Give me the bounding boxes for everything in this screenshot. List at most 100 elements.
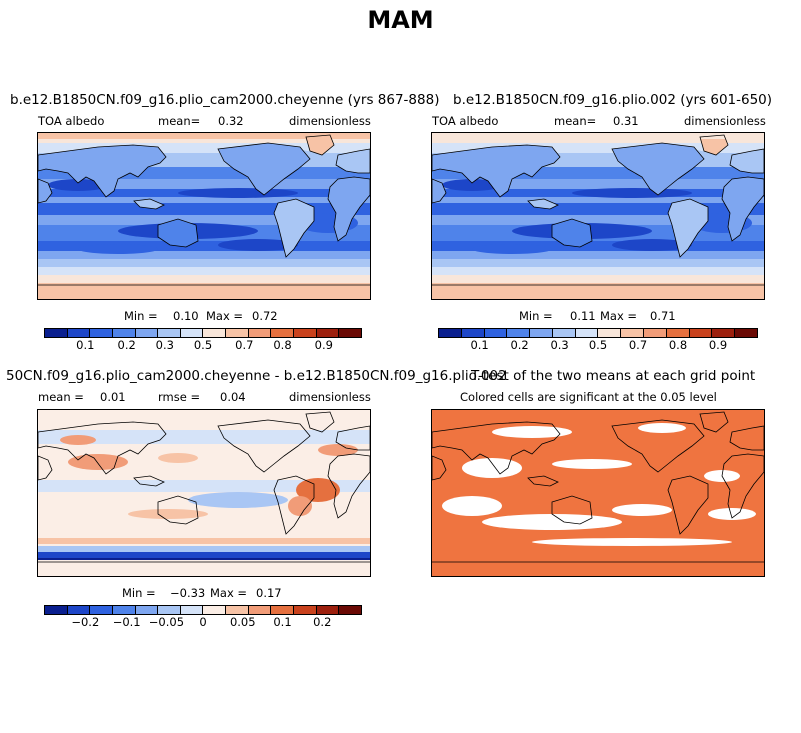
panel1-max-label: Max = xyxy=(206,309,244,323)
panel2-colorbar xyxy=(438,328,758,338)
panel2-min: 0.11 xyxy=(570,309,596,323)
panel3-tick: 0.2 xyxy=(313,615,332,629)
panel3-rmse-label: rmse = xyxy=(158,390,201,404)
colorbar-swatch xyxy=(689,329,713,337)
panel2-min-label: Min = xyxy=(519,309,553,323)
colorbar-swatch xyxy=(439,329,462,337)
panel3-tick: 0 xyxy=(199,615,207,629)
panel3-tick: −0.05 xyxy=(148,615,185,629)
panel2-tick: 0.3 xyxy=(550,338,569,352)
panel2-colorbar-ticks: 0.1 0.2 0.3 0.5 0.7 0.8 0.9 xyxy=(438,338,758,352)
panel1-colorbar-ticks: 0.1 0.2 0.3 0.5 0.7 0.8 0.9 xyxy=(44,338,362,352)
colorbar-swatch xyxy=(484,329,508,337)
colorbar-swatch xyxy=(621,329,645,337)
panel2-tick: 0.7 xyxy=(628,338,648,352)
panel2-max-label: Max = xyxy=(600,309,638,323)
panel3-colorbar xyxy=(44,605,362,615)
panel1-variable: TOA albedo xyxy=(38,114,105,128)
panel3-rmse: 0.04 xyxy=(220,390,246,404)
colorbar-swatch xyxy=(135,329,159,337)
panel3-units: dimensionless xyxy=(289,390,371,404)
panel2-variable: TOA albedo xyxy=(432,114,499,128)
colorbar-swatch xyxy=(575,329,599,337)
colorbar-swatch xyxy=(248,606,272,614)
colorbar-swatch xyxy=(294,329,317,337)
colorbar-swatch xyxy=(135,606,159,614)
colorbar-swatch xyxy=(67,606,91,614)
panel2-max: 0.71 xyxy=(650,309,676,323)
colorbar-swatch xyxy=(180,329,204,337)
panel1-map xyxy=(37,132,371,300)
panel1-tick: 0.1 xyxy=(76,338,95,352)
colorbar-swatch xyxy=(112,329,136,337)
panel1-tick: 0.7 xyxy=(235,338,254,352)
panel1-mean-label: mean= xyxy=(158,114,201,128)
panel1-max: 0.72 xyxy=(252,309,278,323)
panel3-max-label: Max = xyxy=(210,586,248,600)
colorbar-swatch xyxy=(271,329,295,337)
panel2-mean: 0.31 xyxy=(613,114,639,128)
panel1-min-label: Min = xyxy=(124,309,158,323)
panel1-colorbar xyxy=(44,328,362,338)
panel3-min-label: Min = xyxy=(122,586,156,600)
panel3-tick: −0.2 xyxy=(71,615,100,629)
colorbar-swatch xyxy=(339,606,361,614)
colorbar-swatch xyxy=(461,329,485,337)
panel3-map xyxy=(37,409,371,577)
colorbar-swatch xyxy=(248,329,272,337)
colorbar-swatch xyxy=(67,329,91,337)
panel3-tick: 0.1 xyxy=(273,615,292,629)
panel3-title: 50CN.f09_g16.plio_cam2000.cheyenne - b.e… xyxy=(6,368,507,384)
colorbar-swatch xyxy=(735,329,757,337)
panel4-subtitle: Colored cells are significant at the 0.0… xyxy=(460,390,717,404)
colorbar-swatch xyxy=(180,606,204,614)
panel2-tick: 0.8 xyxy=(668,338,688,352)
panel1-units: dimensionless xyxy=(289,114,371,128)
colorbar-swatch xyxy=(666,329,690,337)
colorbar-swatch xyxy=(45,329,68,337)
colorbar-swatch xyxy=(90,606,113,614)
panel3-mean-label: mean = xyxy=(38,390,84,404)
panel1-title: b.e12.B1850CN.f09_g16.plio_cam2000.cheye… xyxy=(10,92,440,108)
panel2-units: dimensionless xyxy=(684,114,766,128)
colorbar-swatch xyxy=(294,606,317,614)
panel1-tick: 0.9 xyxy=(314,338,333,352)
panel2-tick: 0.2 xyxy=(510,338,529,352)
colorbar-swatch xyxy=(90,329,113,337)
figure-title: MAM xyxy=(367,6,434,34)
colorbar-swatch xyxy=(203,606,227,614)
colorbar-swatch xyxy=(271,606,295,614)
panel3-min: −0.33 xyxy=(170,586,206,600)
colorbar-swatch xyxy=(598,329,622,337)
colorbar-swatch xyxy=(339,329,361,337)
panel2-title: b.e12.B1850CN.f09_g16.plio.002 (yrs 601-… xyxy=(453,92,773,108)
panel1-tick: 0.2 xyxy=(117,338,136,352)
colorbar-swatch xyxy=(552,329,576,337)
panel2-tick: 0.1 xyxy=(470,338,489,352)
colorbar-swatch xyxy=(158,606,181,614)
panel2-tick: 0.9 xyxy=(708,338,728,352)
panel1-tick: 0.5 xyxy=(193,338,213,352)
panel1-tick: 0.8 xyxy=(273,338,292,352)
colorbar-swatch xyxy=(226,329,249,337)
panel1-mean: 0.32 xyxy=(218,114,244,128)
colorbar-swatch xyxy=(226,606,249,614)
colorbar-swatch xyxy=(316,606,340,614)
colorbar-swatch xyxy=(45,606,68,614)
panel1-tick: 0.3 xyxy=(155,338,174,352)
panel3-max: 0.17 xyxy=(256,586,282,600)
panel4-title: T-test of the two means at each grid poi… xyxy=(471,368,756,384)
colorbar-swatch xyxy=(507,329,531,337)
panel3-colorbar-ticks: −0.2 −0.1 −0.05 0 0.05 0.1 0.2 xyxy=(44,615,362,629)
colorbar-swatch xyxy=(203,329,227,337)
panel3-tick: −0.1 xyxy=(112,615,141,629)
colorbar-swatch xyxy=(644,329,667,337)
colorbar-swatch xyxy=(712,329,736,337)
panel3-mean: 0.01 xyxy=(100,390,126,404)
panel2-mean-label: mean= xyxy=(554,114,597,128)
colorbar-swatch xyxy=(316,329,340,337)
panel4-map xyxy=(431,409,765,577)
colorbar-swatch xyxy=(158,329,181,337)
panel2-map xyxy=(431,132,765,300)
colorbar-swatch xyxy=(112,606,136,614)
